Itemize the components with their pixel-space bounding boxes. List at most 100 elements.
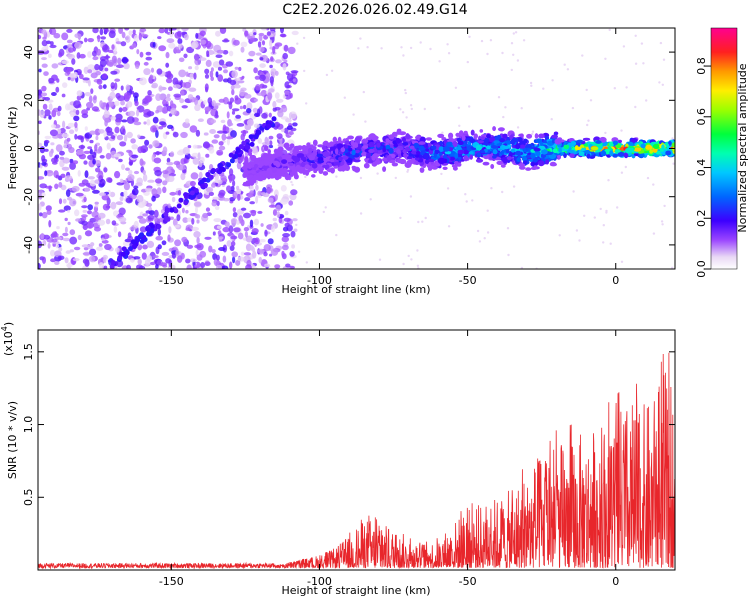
heatmap-cell: [393, 143, 399, 148]
heatmap-cell: [211, 183, 216, 188]
heatmap-cell: [280, 33, 287, 38]
heatmap-cell: [185, 71, 189, 77]
heatmap-cell: [516, 59, 520, 62]
heatmap-cell: [124, 28, 130, 31]
heatmap-cell: [69, 236, 78, 245]
heatmap-cell: [276, 211, 281, 219]
heatmap-cell: [155, 109, 160, 114]
heatmap-cell: [503, 145, 510, 150]
heatmap-cell: [232, 212, 238, 218]
heatmap-cell: [66, 67, 71, 75]
heatmap-cell: [410, 258, 413, 261]
heatmap-cell: [58, 52, 63, 58]
heatmap-cell: [438, 152, 443, 157]
heatmap-cell: [505, 148, 510, 154]
heatmap-cell: [41, 85, 47, 92]
heatmap-cell: [479, 129, 484, 133]
heatmap-cell: [42, 256, 46, 264]
heatmap-cell: [145, 51, 152, 56]
heatmap-cell: [103, 55, 111, 59]
heatmap-cell: [470, 129, 475, 136]
heatmap-cell: [217, 66, 223, 71]
heatmap-cell: [338, 156, 343, 162]
heatmap-cell: [531, 132, 534, 136]
heatmap-cell: [84, 37, 88, 43]
heatmap-cell: [41, 211, 48, 219]
heatmap-cell: [218, 247, 226, 251]
heatmap-cell: [147, 90, 152, 96]
heatmap-cell: [620, 171, 624, 174]
heatmap-cell: [65, 175, 73, 181]
heatmap-cell: [352, 166, 359, 172]
heatmap-cell: [177, 255, 183, 263]
heatmap-cell: [533, 147, 541, 152]
heatmap-cell: [237, 256, 245, 262]
heatmap-cell: [187, 94, 194, 100]
heatmap-cell: [571, 106, 575, 110]
heatmap-cell: [58, 198, 63, 205]
heatmap-cell: [608, 141, 615, 147]
heatmap-cell: [110, 70, 118, 75]
heatmap-cell: [87, 204, 93, 211]
heatmap-cell: [41, 63, 48, 68]
heatmap-cell: [325, 73, 329, 77]
heatmap-cell: [258, 74, 266, 82]
heatmap-cell: [268, 204, 277, 208]
heatmap-cell: [388, 148, 395, 154]
heatmap-cell: [51, 63, 59, 69]
heatmap-cell: [205, 187, 214, 193]
heatmap-cell: [446, 187, 450, 190]
heatmap-cell: [105, 126, 113, 133]
heatmap-cell: [531, 130, 535, 133]
heatmap-cell: [182, 217, 189, 224]
heatmap-cell: [581, 54, 584, 57]
heatmap-cell: [663, 204, 666, 208]
heatmap-cell: [168, 86, 173, 91]
heatmap-cell: [253, 67, 258, 74]
heatmap-cell: [67, 53, 76, 60]
heatmap-cell: [193, 53, 200, 61]
heatmap-cell: [452, 166, 458, 171]
heatmap-cell: [646, 176, 650, 180]
heatmap-cell: [194, 264, 200, 268]
heatmap-cell: [73, 115, 80, 122]
heatmap-cell: [151, 188, 158, 196]
heatmap-cell: [169, 31, 174, 38]
heatmap-cell: [268, 112, 272, 118]
heatmap-cell: [86, 107, 90, 111]
heatmap-cell: [449, 150, 456, 157]
heatmap-cell: [662, 58, 666, 61]
heatmap-cell: [284, 222, 290, 228]
heatmap-cell: [482, 161, 490, 166]
heatmap-cell: [211, 139, 219, 144]
heatmap-cell: [244, 231, 248, 238]
heatmap-cell: [94, 203, 99, 208]
heatmap-cell: [518, 133, 524, 137]
heatmap-cell: [502, 115, 505, 119]
heatmap-cell: [83, 160, 88, 165]
heatmap-cell: [418, 145, 425, 151]
heatmap-cell: [125, 197, 133, 204]
heatmap-cell: [282, 233, 290, 238]
heatmap-cell: [518, 163, 526, 167]
heatmap-cell: [257, 108, 260, 116]
heatmap-cell: [469, 154, 474, 160]
heatmap-cell: [578, 151, 585, 157]
heatmap-cell: [405, 146, 411, 152]
heatmap-cell: [236, 220, 240, 225]
heatmap-cell: [186, 244, 194, 249]
heatmap-cell: [249, 154, 256, 160]
heatmap-cell: [152, 255, 159, 259]
heatmap-cell: [424, 159, 430, 164]
heatmap-cell: [334, 148, 339, 155]
heatmap-cell: [271, 167, 277, 173]
heatmap-cell: [216, 200, 220, 207]
heatmap-cell: [243, 104, 247, 110]
heatmap-cell: [108, 59, 114, 67]
heatmap-cell: [330, 158, 335, 163]
heatmap-cell: [260, 223, 264, 227]
heatmap-cell: [246, 119, 254, 127]
heatmap-cell: [504, 106, 507, 109]
heatmap-cell: [250, 210, 257, 217]
heatmap-cell: [499, 138, 505, 143]
